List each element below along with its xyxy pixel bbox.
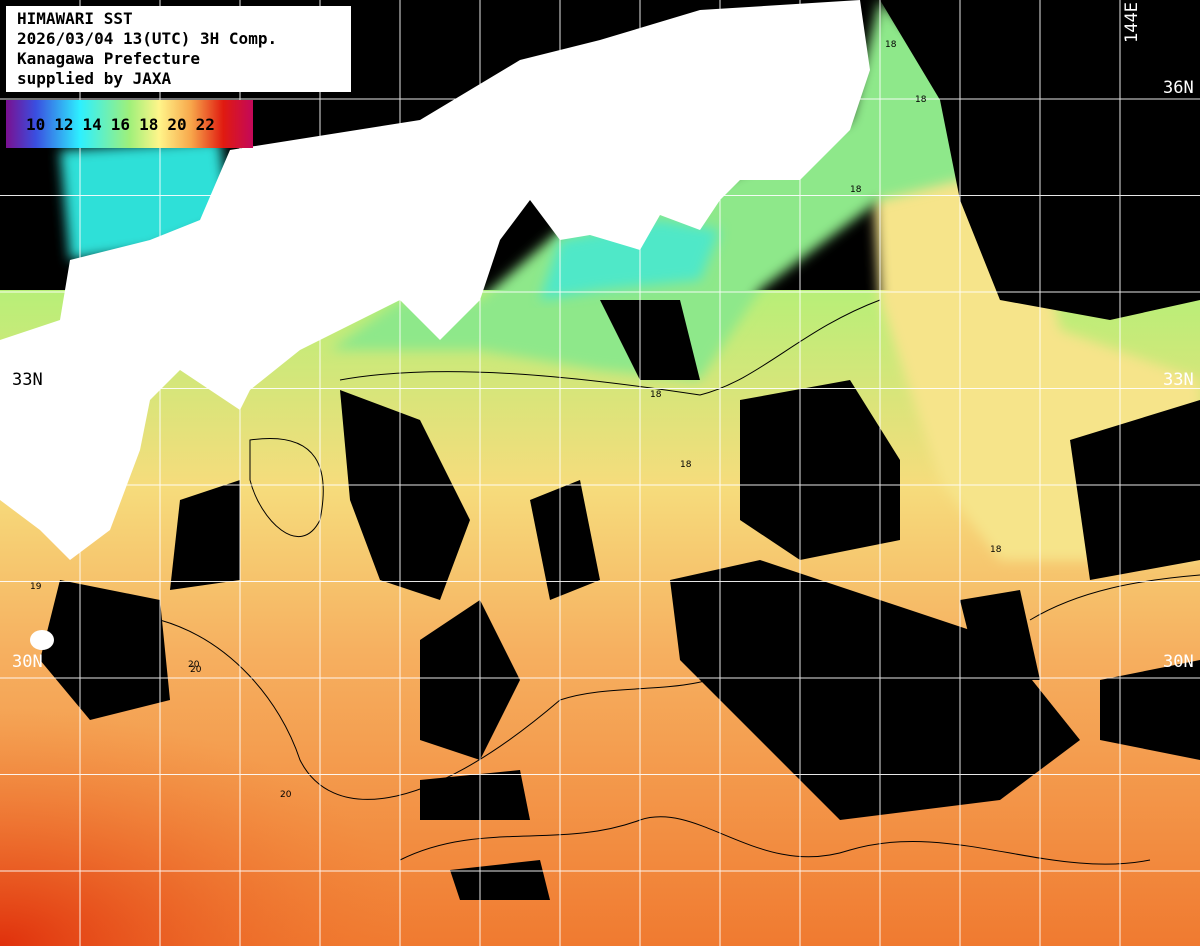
legend-label: 20 bbox=[167, 114, 187, 134]
contour-label: 20 bbox=[280, 790, 292, 800]
ocean-coastal-cyan bbox=[540, 220, 720, 300]
contours bbox=[159, 299, 1200, 865]
lon-label-136e: 136E bbox=[482, 2, 502, 43]
contour-label: 18 bbox=[990, 545, 1002, 555]
legend-label: 14 bbox=[82, 114, 102, 134]
contour-label: 18 bbox=[850, 185, 862, 195]
contour-label: 20 bbox=[190, 665, 202, 675]
color-legend: 10 12 14 16 18 20 22 bbox=[6, 100, 253, 148]
lat-label-30n-right: 30N bbox=[1163, 652, 1194, 672]
info-box: HIMAWARI SST 2026/03/04 13(UTC) 3H Comp. K… bbox=[6, 6, 351, 92]
contour-label: 18 bbox=[885, 40, 897, 50]
legend-label: 18 bbox=[139, 114, 159, 134]
info-title: HIMAWARI SST bbox=[17, 9, 133, 28]
legend-label: 12 bbox=[54, 114, 74, 134]
land-island bbox=[30, 630, 54, 650]
legend-label: 22 bbox=[195, 114, 215, 134]
land-japan bbox=[0, 0, 870, 560]
info-datetime: 2026/03/04 13(UTC) 3H Comp. bbox=[17, 29, 278, 48]
contour-label: 19 bbox=[30, 582, 42, 592]
legend-label: 10 bbox=[26, 114, 46, 134]
contour-label: 18 bbox=[915, 95, 927, 105]
lat-label-33n-right: 33N bbox=[1163, 370, 1194, 390]
contour-label: 20 bbox=[188, 660, 200, 670]
contour-label: 18 bbox=[680, 460, 692, 470]
lat-label-36n: 36N bbox=[1163, 78, 1194, 98]
contour-label: 18 bbox=[650, 390, 662, 400]
ocean-coastal-green bbox=[330, 0, 1000, 380]
lon-label-144e: 144E bbox=[1122, 2, 1142, 43]
info-supplier: supplied by JAXA bbox=[17, 69, 172, 88]
info-prefecture: Kanagawa Prefecture bbox=[17, 49, 201, 68]
lat-label-30n-left: 30N bbox=[12, 652, 43, 672]
legend-label: 16 bbox=[110, 114, 131, 134]
lat-label-33n-left: 33N bbox=[12, 370, 43, 390]
